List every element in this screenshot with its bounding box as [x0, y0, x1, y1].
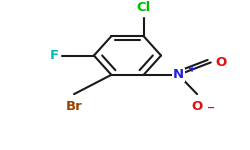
Text: +: + — [188, 64, 196, 74]
Text: F: F — [50, 49, 59, 62]
Text: Br: Br — [66, 100, 82, 113]
Text: O: O — [216, 56, 227, 69]
Text: N: N — [173, 68, 184, 81]
Text: Cl: Cl — [136, 1, 151, 14]
Text: −: − — [207, 102, 215, 112]
Text: O: O — [192, 100, 203, 113]
